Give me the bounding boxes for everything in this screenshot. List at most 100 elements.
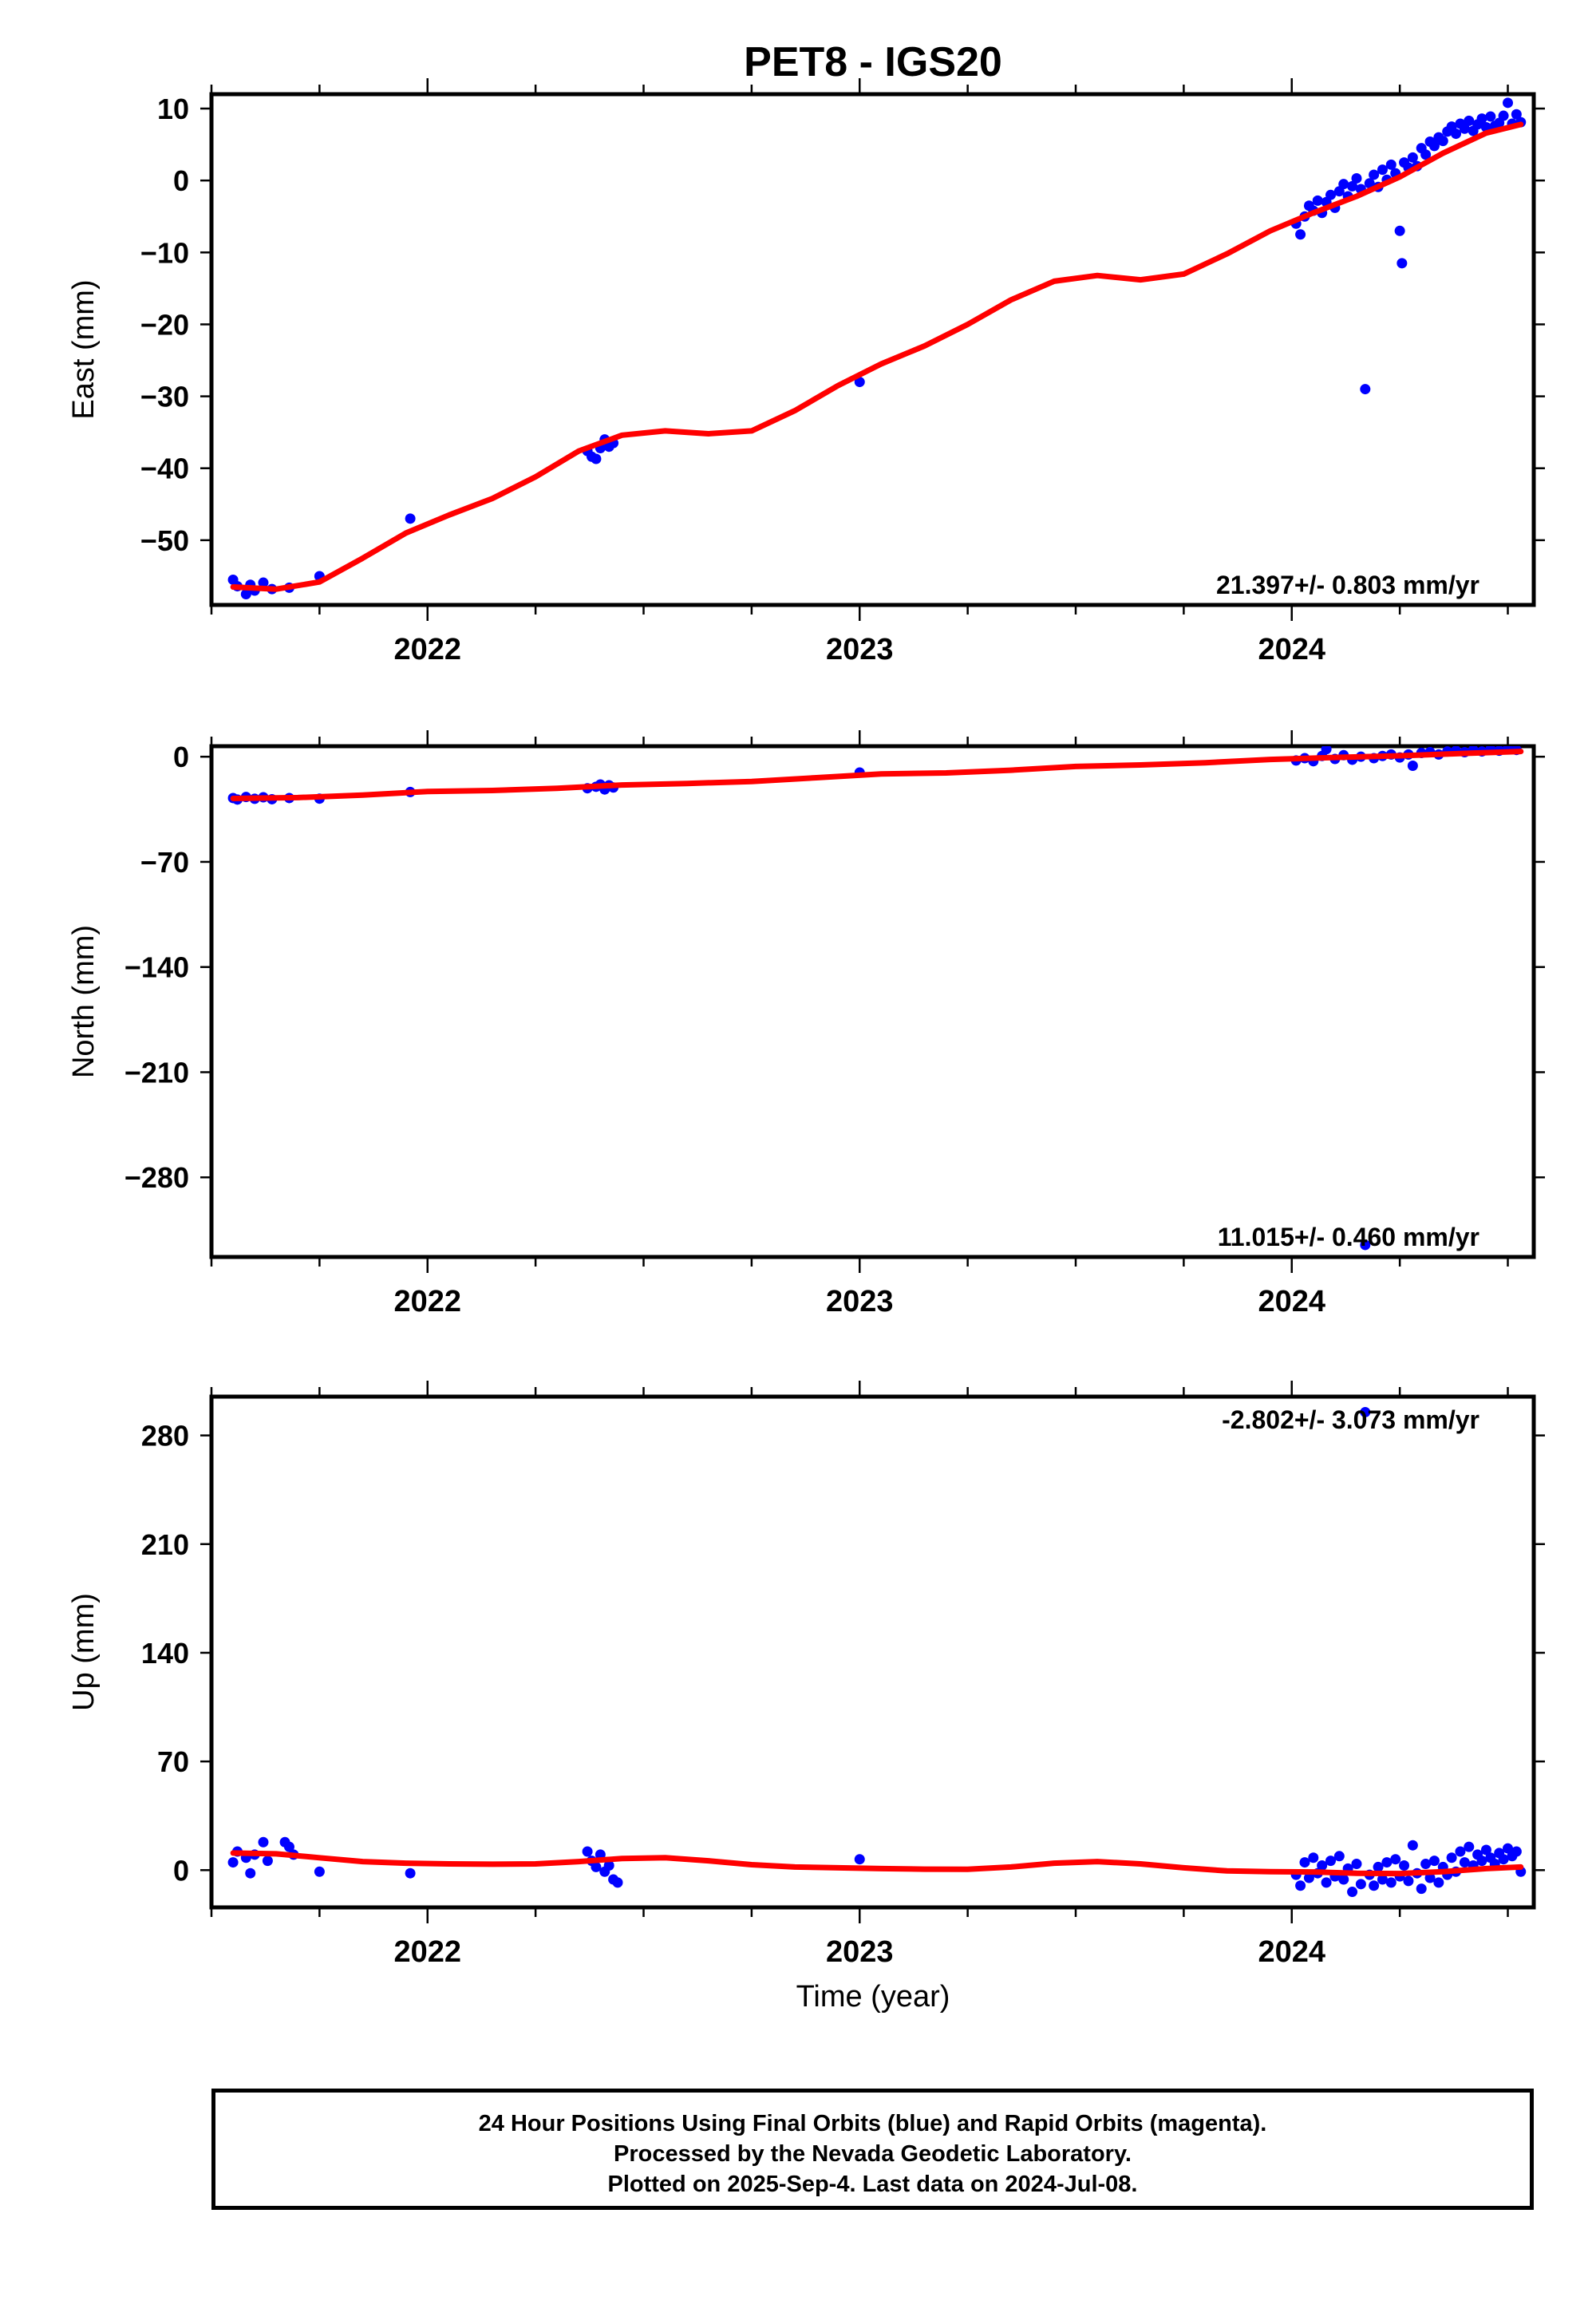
data-point <box>1480 1844 1491 1856</box>
data-point <box>1459 1857 1470 1868</box>
data-point <box>1325 189 1336 200</box>
plot-data-layer <box>227 746 1524 1251</box>
y-tick-label: 210 <box>141 1528 189 1561</box>
data-point <box>1433 1877 1444 1888</box>
y-tick-label: −70 <box>140 846 189 879</box>
y-tick-label: −210 <box>124 1056 189 1089</box>
data-point <box>1407 760 1418 771</box>
data-point <box>1451 128 1462 140</box>
data-point <box>1351 172 1362 184</box>
data-point <box>1455 1846 1466 1857</box>
x-axis-label: Time (year) <box>796 1980 950 2014</box>
velocity-label: 11.015+/- 0.460 mm/yr <box>1218 1223 1479 1251</box>
data-point <box>1476 1856 1487 1867</box>
y-axis-label: Up (mm) <box>67 1593 101 1711</box>
data-point <box>1360 384 1371 395</box>
x-tick-label: 2024 <box>1258 1935 1325 1969</box>
data-point <box>1476 113 1487 124</box>
plot-frame <box>209 1394 1536 1910</box>
data-point <box>603 1860 614 1871</box>
data-point <box>262 1856 273 1867</box>
y-tick-label: −20 <box>140 308 189 341</box>
data-point <box>1485 111 1496 122</box>
data-point <box>1369 1880 1380 1891</box>
data-point <box>1503 97 1514 109</box>
data-point <box>1360 1406 1371 1417</box>
y-tick-label: −140 <box>124 951 189 984</box>
x-tick-label: 2022 <box>393 1935 461 1969</box>
data-point <box>240 588 251 599</box>
data-point <box>1396 258 1408 269</box>
data-point <box>582 1846 593 1857</box>
data-point <box>258 577 269 588</box>
y-tick-label: 70 <box>157 1745 189 1778</box>
x-tick-label: 2023 <box>826 1935 894 1969</box>
y-tick-label: −30 <box>140 381 189 413</box>
data-point <box>1299 1857 1310 1868</box>
model-fit-line <box>230 121 1524 592</box>
data-point <box>1420 149 1432 160</box>
data-point <box>1446 1852 1457 1863</box>
data-point <box>1355 1879 1366 1890</box>
y-tick-label: 0 <box>173 164 189 197</box>
y-axis-label: North (mm) <box>67 925 101 1078</box>
data-point <box>1385 1877 1396 1888</box>
data-point <box>1373 1861 1384 1872</box>
model-fit-line <box>230 749 1524 801</box>
y-axis-label: East (mm) <box>67 279 101 419</box>
data-point <box>1498 1854 1509 1865</box>
data-point <box>1295 1880 1306 1891</box>
data-point <box>1317 1860 1328 1871</box>
data-point <box>405 513 416 524</box>
data-point <box>1464 1841 1475 1852</box>
data-point <box>1420 1859 1432 1870</box>
x-tick-label: 2022 <box>393 1285 461 1318</box>
data-point <box>591 453 602 464</box>
data-point <box>1416 1883 1427 1895</box>
data-point <box>1364 178 1375 189</box>
footer-line-1: 24 Hour Positions Using Final Orbits (bl… <box>478 2111 1267 2136</box>
plot-frame <box>209 92 1536 607</box>
data-point <box>1407 152 1418 163</box>
data-point <box>1338 179 1349 190</box>
plot-data-layer <box>227 1406 1527 1898</box>
data-point <box>591 1861 602 1872</box>
data-point <box>1399 1860 1410 1871</box>
data-point <box>1312 195 1323 206</box>
footer-info-box: 24 Hour Positions Using Final Orbits (bl… <box>211 2089 1534 2210</box>
data-point <box>1347 180 1358 192</box>
chart-title: PET8 - IGS20 <box>744 39 1002 85</box>
data-point <box>854 377 865 388</box>
data-point <box>612 1877 623 1888</box>
data-point <box>1347 1887 1358 1898</box>
y-tick-label: 0 <box>173 1854 189 1887</box>
velocity-label: -2.802+/- 3.073 mm/yr <box>1222 1405 1479 1434</box>
up-panel: 280 210 140 70 0 2022 2023 2024 Up (mm) -2.802+/-… <box>67 1381 1545 1969</box>
x-tick-label: 2023 <box>826 1285 894 1318</box>
data-point <box>1390 1854 1401 1865</box>
data-point <box>314 1866 325 1877</box>
y-tick-label: −50 <box>140 524 189 557</box>
data-point <box>283 1841 294 1852</box>
data-point <box>1377 1874 1388 1885</box>
data-point <box>1303 1872 1314 1883</box>
data-point <box>1338 1874 1349 1885</box>
data-point <box>1428 140 1440 152</box>
data-point <box>1377 164 1388 176</box>
data-point <box>1385 159 1396 170</box>
x-tick-label: 2022 <box>393 633 461 666</box>
data-point <box>1308 1852 1319 1863</box>
velocity-label: 21.397+/- 0.803 mm/yr <box>1216 571 1479 599</box>
data-point <box>1464 115 1475 126</box>
data-point <box>1428 1856 1440 1867</box>
data-point <box>1321 1877 1332 1888</box>
data-point <box>1360 1239 1371 1251</box>
data-point <box>1369 169 1380 180</box>
data-point <box>245 1867 256 1879</box>
east-panel: 10 0 −10 −20 −30 −40 −50 2022 2023 2024 East (mm) 2… <box>67 78 1545 666</box>
y-tick-label: −40 <box>140 453 189 485</box>
x-tick-label: 2024 <box>1258 633 1325 666</box>
data-point <box>258 1836 269 1848</box>
data-point <box>1394 225 1405 236</box>
